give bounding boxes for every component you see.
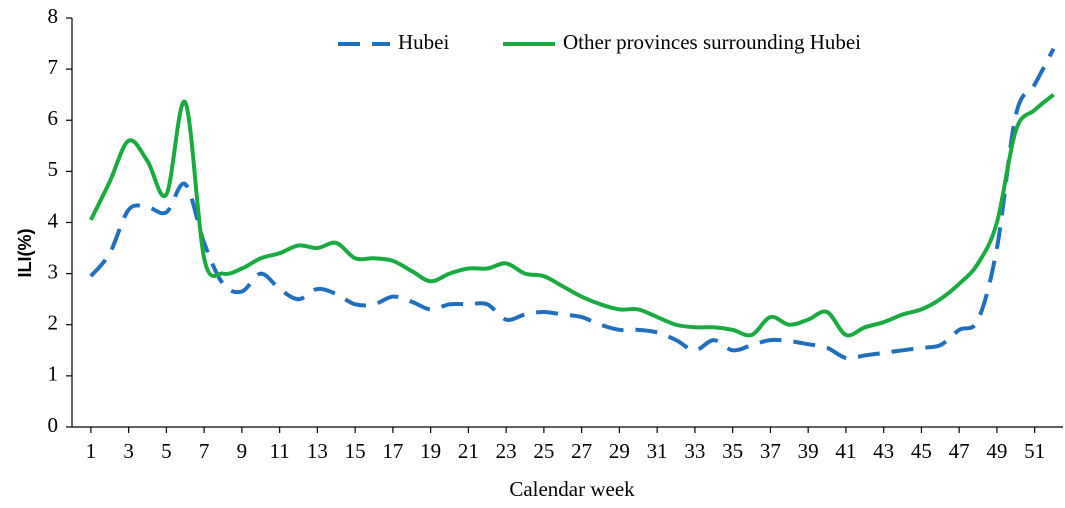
legend-label: Hubei xyxy=(398,30,449,54)
y-tick-label: 5 xyxy=(48,157,59,181)
x-tick-label: 1 xyxy=(86,439,97,463)
y-tick-label: 6 xyxy=(48,106,59,130)
x-tick-label: 43 xyxy=(873,439,894,463)
x-tick-label: 13 xyxy=(307,439,328,463)
x-tick-label: 41 xyxy=(835,439,856,463)
x-tick-label: 3 xyxy=(123,439,134,463)
x-tick-label: 39 xyxy=(798,439,819,463)
x-tick-label: 37 xyxy=(760,439,781,463)
legend-label: Other provinces surrounding Hubei xyxy=(563,30,861,54)
y-tick-label: 0 xyxy=(48,413,59,437)
line xyxy=(89,93,1055,338)
x-tick-label: 47 xyxy=(949,439,970,463)
x-tick-label: 9 xyxy=(237,439,248,463)
y-tick-label: 8 xyxy=(48,4,59,28)
y-tick-label: 3 xyxy=(48,259,59,283)
x-tick-label: 19 xyxy=(420,439,441,463)
y-tick-label: 1 xyxy=(48,362,59,386)
x-tick-label: 15 xyxy=(345,439,366,463)
x-tick-label: 33 xyxy=(684,439,705,463)
x-tick-label: 7 xyxy=(199,439,210,463)
x-tick-label: 49 xyxy=(986,439,1007,463)
x-tick-label: 51 xyxy=(1024,439,1045,463)
x-tick-label: 31 xyxy=(647,439,668,463)
x-tick-label: 27 xyxy=(571,439,592,463)
x-tick-label: 23 xyxy=(496,439,517,463)
y-tick-label: 7 xyxy=(48,55,59,79)
x-axis-title: Calendar week xyxy=(509,477,635,501)
x-tick-label: 17 xyxy=(382,439,403,463)
x-tick-label: 5 xyxy=(161,439,172,463)
line xyxy=(89,47,1056,361)
y-axis-title: ILI(%) xyxy=(15,229,35,278)
x-tick-label: 45 xyxy=(911,439,932,463)
x-tick-label: 21 xyxy=(458,439,479,463)
y-tick-label: 2 xyxy=(48,311,59,335)
x-tick-label: 25 xyxy=(533,439,554,463)
y-tick-label: 4 xyxy=(48,208,59,232)
x-tick-label: 11 xyxy=(270,439,290,463)
x-tick-label: 35 xyxy=(722,439,743,463)
x-tick-label: 29 xyxy=(609,439,630,463)
